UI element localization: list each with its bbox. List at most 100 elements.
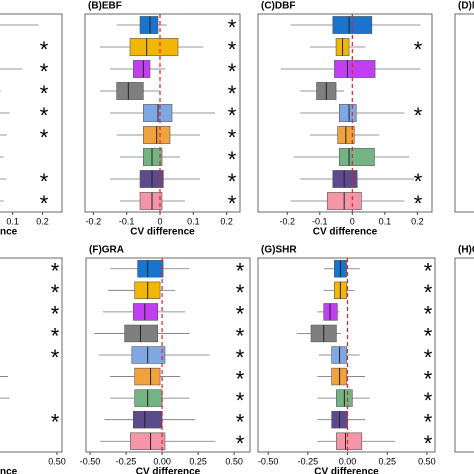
significance-star: * [228,59,237,84]
significance-star: * [228,147,237,172]
x-tick-label: 0.50 [225,456,243,466]
significance-star: * [51,280,60,305]
significance-star: * [236,302,245,327]
x-tick-label: 0 [157,216,162,226]
box [132,410,163,429]
box [137,260,164,278]
x-axis-label: CV difference [313,227,378,238]
panel: (D)M [454,1,474,213]
x-tick-label: 0.2 [411,216,424,226]
significance-star: * [424,388,433,413]
x-tick-label: -0.1 [312,216,328,226]
plot-frame [0,13,63,213]
plot-frame [84,13,241,213]
panel-title: (C)DBF [261,1,295,12]
box [332,170,358,188]
panel-title: (B)EBF [88,1,122,12]
significance-star: * [424,345,433,370]
panel: (H)C [454,245,474,453]
significance-star: * [228,15,237,40]
x-tick-label: 0.50 [48,456,66,466]
panel: (G)SHR -0.50 -0.25 0.00 0.25 0.50 CV differenc… [257,245,436,474]
x-tick-label: 0.25 [378,456,396,466]
x-tick-label: 0.1 [379,216,392,226]
x-tick-label: 0.1 [187,216,200,226]
box [134,389,163,407]
significance-star: * [236,323,245,348]
x-tick-label: 0.1 [6,216,19,226]
x-tick-label: 0 [350,216,355,226]
significance-star: * [236,366,245,391]
panel: (C)DBF-0.2 -0.1 0 0.1 0.2CV difference**** [257,1,433,238]
significance-star: * [236,388,245,413]
plot-frame [257,13,433,213]
box [132,303,159,321]
box [129,38,179,56]
box [143,148,163,166]
significance-star: * [236,409,245,434]
significance-star: * [424,323,433,348]
x-tick-label: -0.50 [80,456,101,466]
x-tick-label: 0.00 [339,456,357,466]
significance-star: * [236,431,245,456]
significance-star: * [424,302,433,327]
significance-star: * [40,59,49,84]
x-axis-label: CV difference [314,467,379,474]
x-axis-label: CV difference [136,467,201,474]
x-tick-label: 0.2 [220,216,233,226]
significance-star: * [414,103,423,128]
significance-star: * [40,103,49,128]
panel: (F)GRA -0.50 -0.25 0.00 0.25 0.50 CV differenc… [80,245,251,474]
plot-frame [257,257,436,453]
x-tick-label: 0.2 [36,216,49,226]
significance-star: * [40,191,49,216]
box [336,432,363,450]
x-axis-label: CV difference [0,467,18,474]
box [130,432,166,450]
x-tick-label: -0.2 [86,216,102,226]
panel-title: (G)SHR [261,245,297,256]
significance-star: * [228,169,237,194]
x-axis-label: CV difference [130,227,195,238]
x-tick-label: 0.25 [189,456,207,466]
significance-star: * [228,81,237,106]
significance-star: * [414,169,423,194]
box [339,104,357,122]
box [139,16,159,34]
significance-star: * [51,259,60,284]
panel-title: (H)C [458,245,474,256]
significance-star: * [40,81,49,106]
x-tick-label: 0.50 [418,456,436,466]
significance-star: * [424,409,433,434]
significance-star: * [424,431,433,456]
significance-star: * [424,259,433,284]
significance-star: * [228,103,237,128]
x-axis-label: CV difference [0,227,18,238]
x-tick-label: -0.50 [258,456,279,466]
significance-star: * [228,191,237,216]
significance-star: * [228,37,237,62]
x-tick-label: -0.25 [116,456,137,466]
plot-frame [454,13,474,213]
box [131,346,166,364]
significance-star: * [40,169,49,194]
significance-star: * [414,37,423,62]
box [134,367,161,386]
box [124,324,159,343]
plot-frame [454,257,474,453]
x-tick-label: -0.1 [119,216,135,226]
significance-star: * [40,125,49,150]
significance-star: * [424,366,433,391]
significance-star: * [228,125,237,150]
significance-star: * [51,302,60,327]
panel: (B)EBF-0.2 -0.1 0 0.1 0.2CV difference******… [84,1,241,238]
box [139,192,163,210]
x-tick-label: -0.25 [298,456,319,466]
significance-star: * [236,280,245,305]
x-tick-label: 0.00 [153,456,171,466]
plot-frame [85,257,251,453]
significance-star: * [51,323,60,348]
significance-star: * [51,345,60,370]
plot-frame [0,257,63,453]
